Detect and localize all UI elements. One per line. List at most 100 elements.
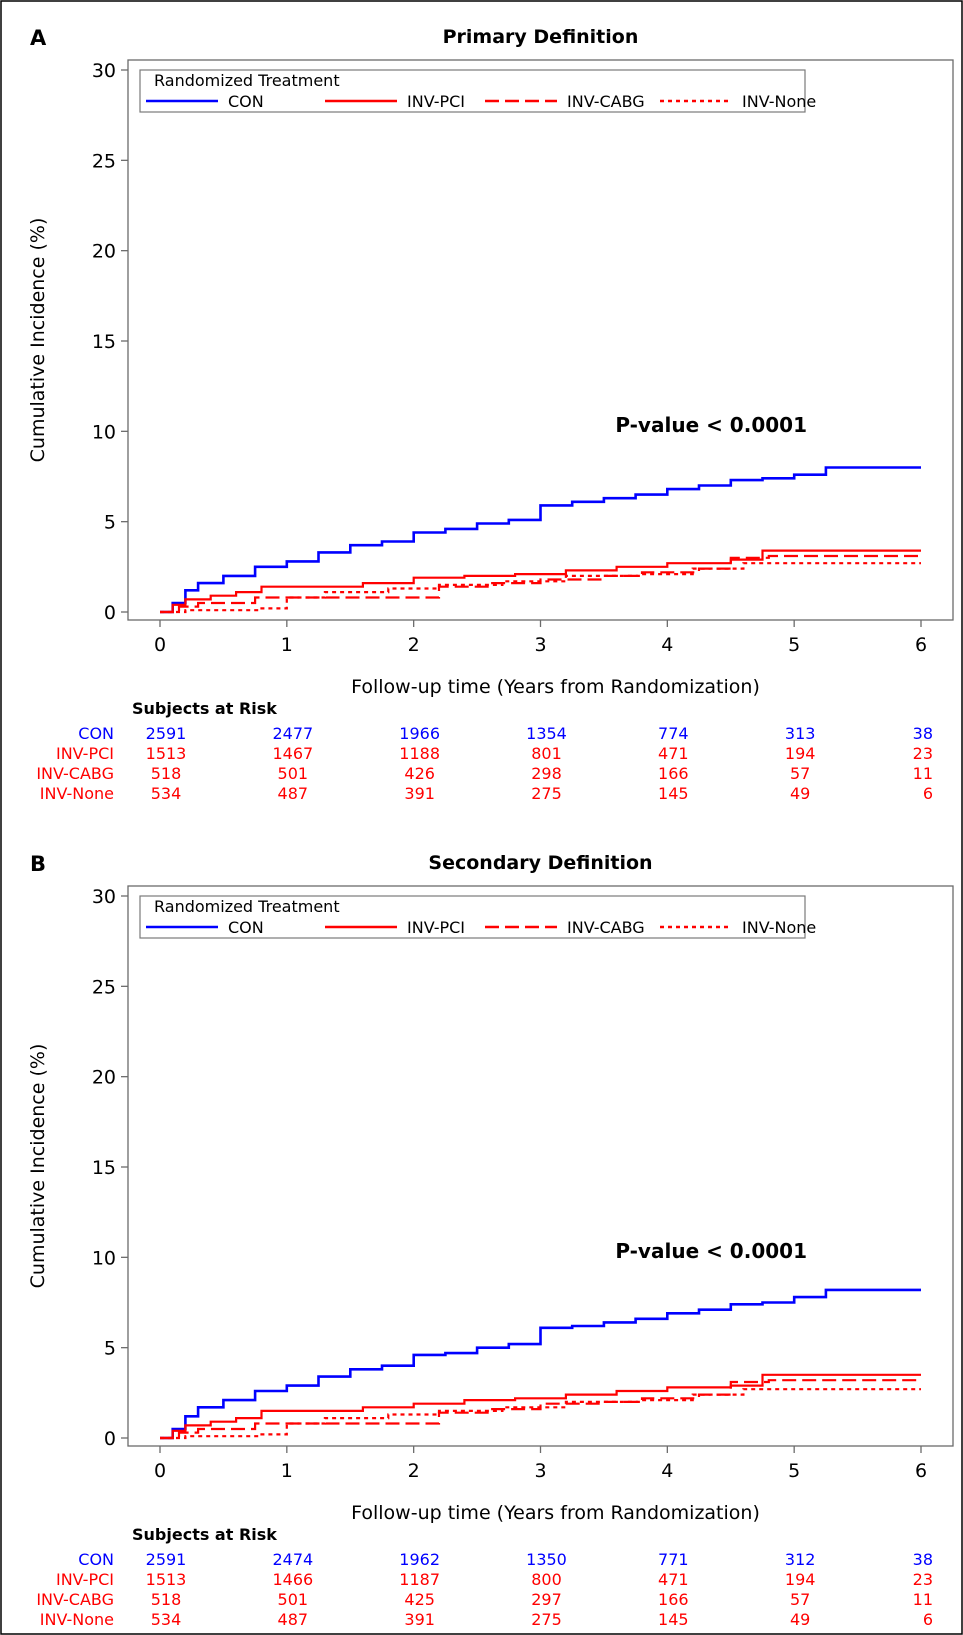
y-tick-label: 10 [92, 1247, 116, 1269]
x-tick-label: 5 [788, 1460, 800, 1482]
legend-label-inv-cabg: INV-CABG [567, 918, 645, 937]
risk-table: Subjects at Risk CON 2591 2474 1962 1350 771 31… [36, 1525, 933, 1629]
x-tick-label: 0 [154, 1460, 166, 1482]
risk-cell: 800 [531, 1570, 562, 1589]
risk-cell: 275 [531, 1610, 562, 1629]
x-tick-label: 4 [661, 1460, 673, 1482]
risk-cell: 1962 [399, 1550, 440, 1569]
series-line-con [160, 466, 921, 614]
risk-cell: 471 [658, 1570, 689, 1589]
risk-cell: 501 [278, 764, 309, 783]
risk-cell: 6 [923, 1610, 933, 1629]
x-tick-label: 4 [661, 634, 673, 656]
risk-cell: 801 [531, 744, 562, 763]
risk-cell: 57 [790, 764, 810, 783]
risk-cell: 425 [404, 1590, 435, 1609]
series-line-inv-none [160, 562, 921, 614]
legend-box [139, 895, 806, 939]
legend-title: Randomized Treatment [154, 71, 340, 90]
series-line-inv-pci [160, 549, 921, 614]
risk-cell: 275 [531, 784, 562, 803]
risk-row-label: INV-CABG [36, 1590, 114, 1609]
x-tick-label: 1 [281, 1460, 293, 1482]
risk-cell: 771 [658, 1550, 689, 1569]
risk-cell: 145 [658, 1610, 689, 1629]
risk-cell: 6 [923, 784, 933, 803]
y-tick-label: 25 [92, 976, 116, 998]
risk-cell: 145 [658, 784, 689, 803]
risk-cell: 518 [151, 764, 182, 783]
panel-label: A [30, 26, 47, 50]
y-tick-label: 0 [104, 1428, 116, 1450]
risk-cell: 1350 [526, 1550, 567, 1569]
chart-title: Secondary Definition [428, 852, 652, 874]
series-line-inv-cabg [160, 1379, 921, 1440]
plot-frame [127, 59, 954, 621]
risk-row-label: CON [78, 1550, 114, 1569]
risk-cell: 2591 [146, 1550, 187, 1569]
risk-cell: 1354 [526, 724, 567, 743]
legend-title: Randomized Treatment [154, 897, 340, 916]
risk-cell: 1467 [272, 744, 313, 763]
x-tick-label: 2 [408, 1460, 420, 1482]
risk-row-label: INV-None [40, 784, 114, 803]
legend-box [139, 69, 806, 113]
risk-cell: 518 [151, 1590, 182, 1609]
y-axis-label: Cumulative Incidence (%) [27, 218, 49, 463]
p-value-annotation: P-value < 0.0001 [615, 413, 807, 437]
risk-cell: 534 [151, 1610, 182, 1629]
risk-row-label: INV-PCI [56, 744, 114, 763]
risk-cell: 298 [531, 764, 562, 783]
plot-frame [127, 885, 954, 1447]
x-axis-label: Follow-up time (Years from Randomization… [351, 676, 760, 698]
y-tick-label: 30 [92, 60, 116, 82]
x-axis-label: Follow-up time (Years from Randomization… [351, 1502, 760, 1524]
risk-cell: 1187 [399, 1570, 440, 1589]
risk-cell: 49 [790, 784, 810, 803]
legend-label-inv-cabg: INV-CABG [567, 92, 645, 111]
p-value-annotation: P-value < 0.0001 [615, 1239, 807, 1263]
risk-cell: 426 [404, 764, 435, 783]
y-tick-label: 5 [104, 1338, 116, 1360]
risk-cell: 312 [785, 1550, 816, 1569]
risk-table: Subjects at Risk CON 2591 2477 1966 1354 774 31… [36, 699, 933, 803]
y-tick-label: 20 [92, 1067, 116, 1089]
x-tick-label: 0 [154, 634, 166, 656]
x-tick-label: 5 [788, 634, 800, 656]
risk-cell: 487 [278, 1610, 309, 1629]
y-tick-label: 30 [92, 886, 116, 908]
risk-cell: 471 [658, 744, 689, 763]
risk-cell: 166 [658, 764, 689, 783]
series-line-inv-cabg [160, 554, 921, 614]
risk-cell: 1513 [146, 1570, 187, 1589]
risk-cell: 38 [913, 1550, 933, 1569]
series-line-con [160, 1288, 921, 1440]
risk-cell: 23 [913, 744, 933, 763]
risk-cell: 2474 [272, 1550, 313, 1569]
risk-cell: 487 [278, 784, 309, 803]
chart-title: Primary Definition [443, 26, 639, 48]
risk-cell: 774 [658, 724, 689, 743]
legend-label-con: CON [228, 92, 264, 111]
risk-cell: 2591 [146, 724, 187, 743]
risk-cell: 534 [151, 784, 182, 803]
risk-row-label: CON [78, 724, 114, 743]
legend: Randomized Treatment CON INV-PCI INV-CABG IN… [139, 69, 816, 113]
legend-label-inv-pci: INV-PCI [407, 918, 465, 937]
y-tick-label: 25 [92, 150, 116, 172]
y-tick-label: 15 [92, 1157, 116, 1179]
risk-cell: 1188 [399, 744, 440, 763]
risk-table-heading: Subjects at Risk [132, 1525, 277, 1544]
series-line-inv-none [160, 1388, 921, 1440]
risk-cell: 501 [278, 1590, 309, 1609]
risk-cell: 194 [785, 744, 816, 763]
risk-cell: 391 [404, 784, 435, 803]
legend-label-inv-none: INV-None [742, 918, 816, 937]
risk-cell: 11 [913, 764, 933, 783]
legend-label-inv-none: INV-None [742, 92, 816, 111]
x-tick-label: 6 [915, 634, 927, 656]
y-tick-label: 10 [92, 421, 116, 443]
risk-cell: 11 [913, 1590, 933, 1609]
